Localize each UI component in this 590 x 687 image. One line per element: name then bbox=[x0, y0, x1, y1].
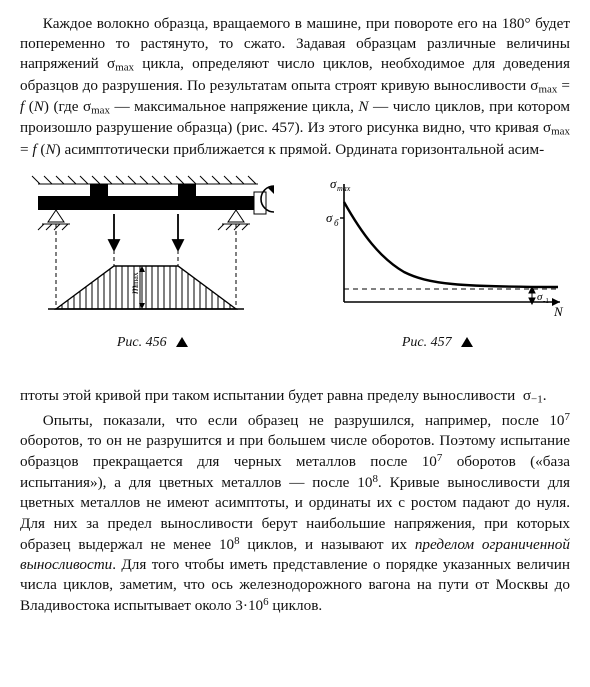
paragraph-3: Опыты, показали, что если образец не раз… bbox=[20, 410, 570, 617]
figure-456-caption: Рис. 456 bbox=[20, 334, 285, 353]
svg-text:max: max bbox=[131, 272, 140, 286]
paragraph-2: птоты этой кривой при таком испытании бу… bbox=[20, 386, 570, 407]
figures-row: m max Рис. 456 bbox=[20, 174, 570, 355]
svg-text:б: б bbox=[334, 218, 339, 228]
figure-457-svg: σ -1 σ max σ б N bbox=[308, 174, 568, 324]
axis-label-sigma-b: σ bbox=[326, 210, 333, 225]
figure-457-caption: Рис. 457 bbox=[305, 334, 570, 353]
figure-457-caption-text: Рис. 457 bbox=[402, 335, 452, 350]
svg-text:max: max bbox=[337, 184, 351, 193]
figure-456-svg: m max bbox=[28, 174, 278, 324]
triangle-marker-icon bbox=[461, 337, 473, 347]
svg-text:-1: -1 bbox=[543, 297, 549, 305]
axis-label-sigma-max: σ bbox=[330, 176, 337, 191]
paragraph-1: Каждое волокно образца, вращаемого в маш… bbox=[20, 14, 570, 160]
axis-label-n: N bbox=[553, 304, 564, 319]
figure-457: σ -1 σ max σ б N Рис. 457 bbox=[305, 174, 570, 355]
triangle-marker-icon bbox=[176, 337, 188, 347]
figure-456: m max Рис. 456 bbox=[20, 174, 285, 355]
figure-456-caption-text: Рис. 456 bbox=[117, 335, 167, 350]
